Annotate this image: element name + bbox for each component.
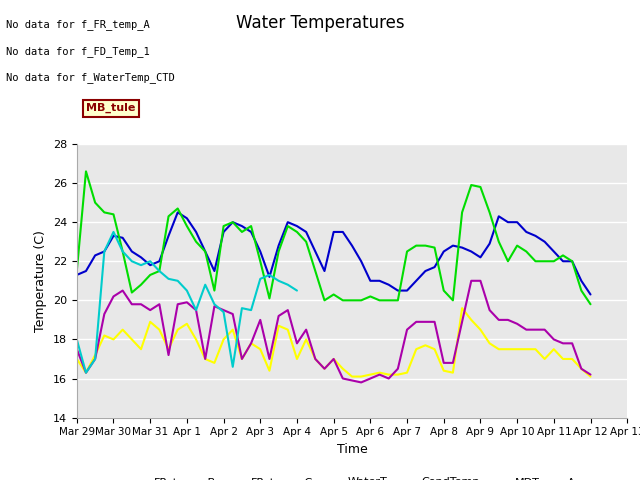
Text: No data for f_FD_Temp_1: No data for f_FD_Temp_1 [6,46,150,57]
MDTemp_A [164,276,172,282]
FR_temp_B [100,249,108,254]
MDTemp_A [92,356,99,362]
MDTemp_A [257,276,264,282]
FR_temp_B [220,229,227,235]
FR_temp_B [587,291,595,297]
MDTemp_A [128,258,136,264]
MDTemp_A [174,278,182,284]
Line: MDTemp_A: MDTemp_A [77,232,297,372]
FR_temp_C [431,245,438,251]
MDTemp_A [275,278,282,284]
CondTemp [211,303,218,309]
MDTemp_A [284,282,292,288]
CondTemp [431,319,438,324]
Text: MB_tule: MB_tule [86,103,136,113]
MDTemp_A [238,305,246,311]
MDTemp_A [183,288,191,293]
FR_temp_C [73,268,81,274]
MDTemp_A [229,364,237,370]
CondTemp [100,311,108,317]
FR_temp_C [440,288,447,293]
MDTemp_A [73,336,81,342]
CondTemp [92,356,99,362]
MDTemp_A [220,309,227,315]
FR_temp_B [440,249,447,254]
FR_temp_C [100,209,108,215]
MDTemp_A [109,229,117,235]
FR_temp_B [431,264,438,270]
X-axis label: Time: Time [337,443,367,456]
Legend: FR_temp_B, FR_temp_C, WaterT, CondTemp, MDTemp_A: FR_temp_B, FR_temp_C, WaterT, CondTemp, … [124,472,580,480]
FR_temp_C [587,301,595,307]
FR_temp_C [82,168,90,174]
CondTemp [357,380,365,385]
WaterT [73,356,81,362]
CondTemp [73,347,81,352]
FR_temp_B [174,209,182,215]
MDTemp_A [119,249,127,254]
MDTemp_A [147,258,154,264]
FR_temp_B [302,229,310,235]
FR_temp_C [109,212,117,217]
MDTemp_A [266,272,273,278]
CondTemp [587,372,595,377]
FR_temp_C [220,223,227,229]
Line: CondTemp: CondTemp [77,281,591,383]
MDTemp_A [192,307,200,313]
WaterT [211,360,218,366]
WaterT [293,356,301,362]
MDTemp_A [202,282,209,288]
MDTemp_A [293,288,301,293]
WaterT [431,347,438,352]
WaterT [440,368,447,373]
FR_temp_B [73,272,81,278]
MDTemp_A [100,249,108,254]
FR_temp_B [92,252,99,258]
WaterT [458,305,466,311]
CondTemp [293,340,301,346]
MDTemp_A [137,262,145,268]
MDTemp_A [247,307,255,313]
Y-axis label: Temperature (C): Temperature (C) [35,230,47,332]
MDTemp_A [82,370,90,375]
Text: No data for f_WaterTemp_CTD: No data for f_WaterTemp_CTD [6,72,175,83]
Text: Water Temperatures: Water Temperatures [236,14,404,33]
MDTemp_A [156,268,163,274]
CondTemp [440,360,447,366]
CondTemp [467,278,475,284]
FR_temp_C [302,239,310,245]
WaterT [348,373,356,379]
MDTemp_A [211,301,218,307]
Line: WaterT: WaterT [77,308,591,376]
WaterT [100,333,108,338]
Line: FR_temp_B: FR_temp_B [77,212,591,294]
WaterT [92,352,99,358]
WaterT [587,373,595,379]
Text: No data for f_FR_temp_A: No data for f_FR_temp_A [6,19,150,30]
Line: FR_temp_C: FR_temp_C [77,171,591,304]
